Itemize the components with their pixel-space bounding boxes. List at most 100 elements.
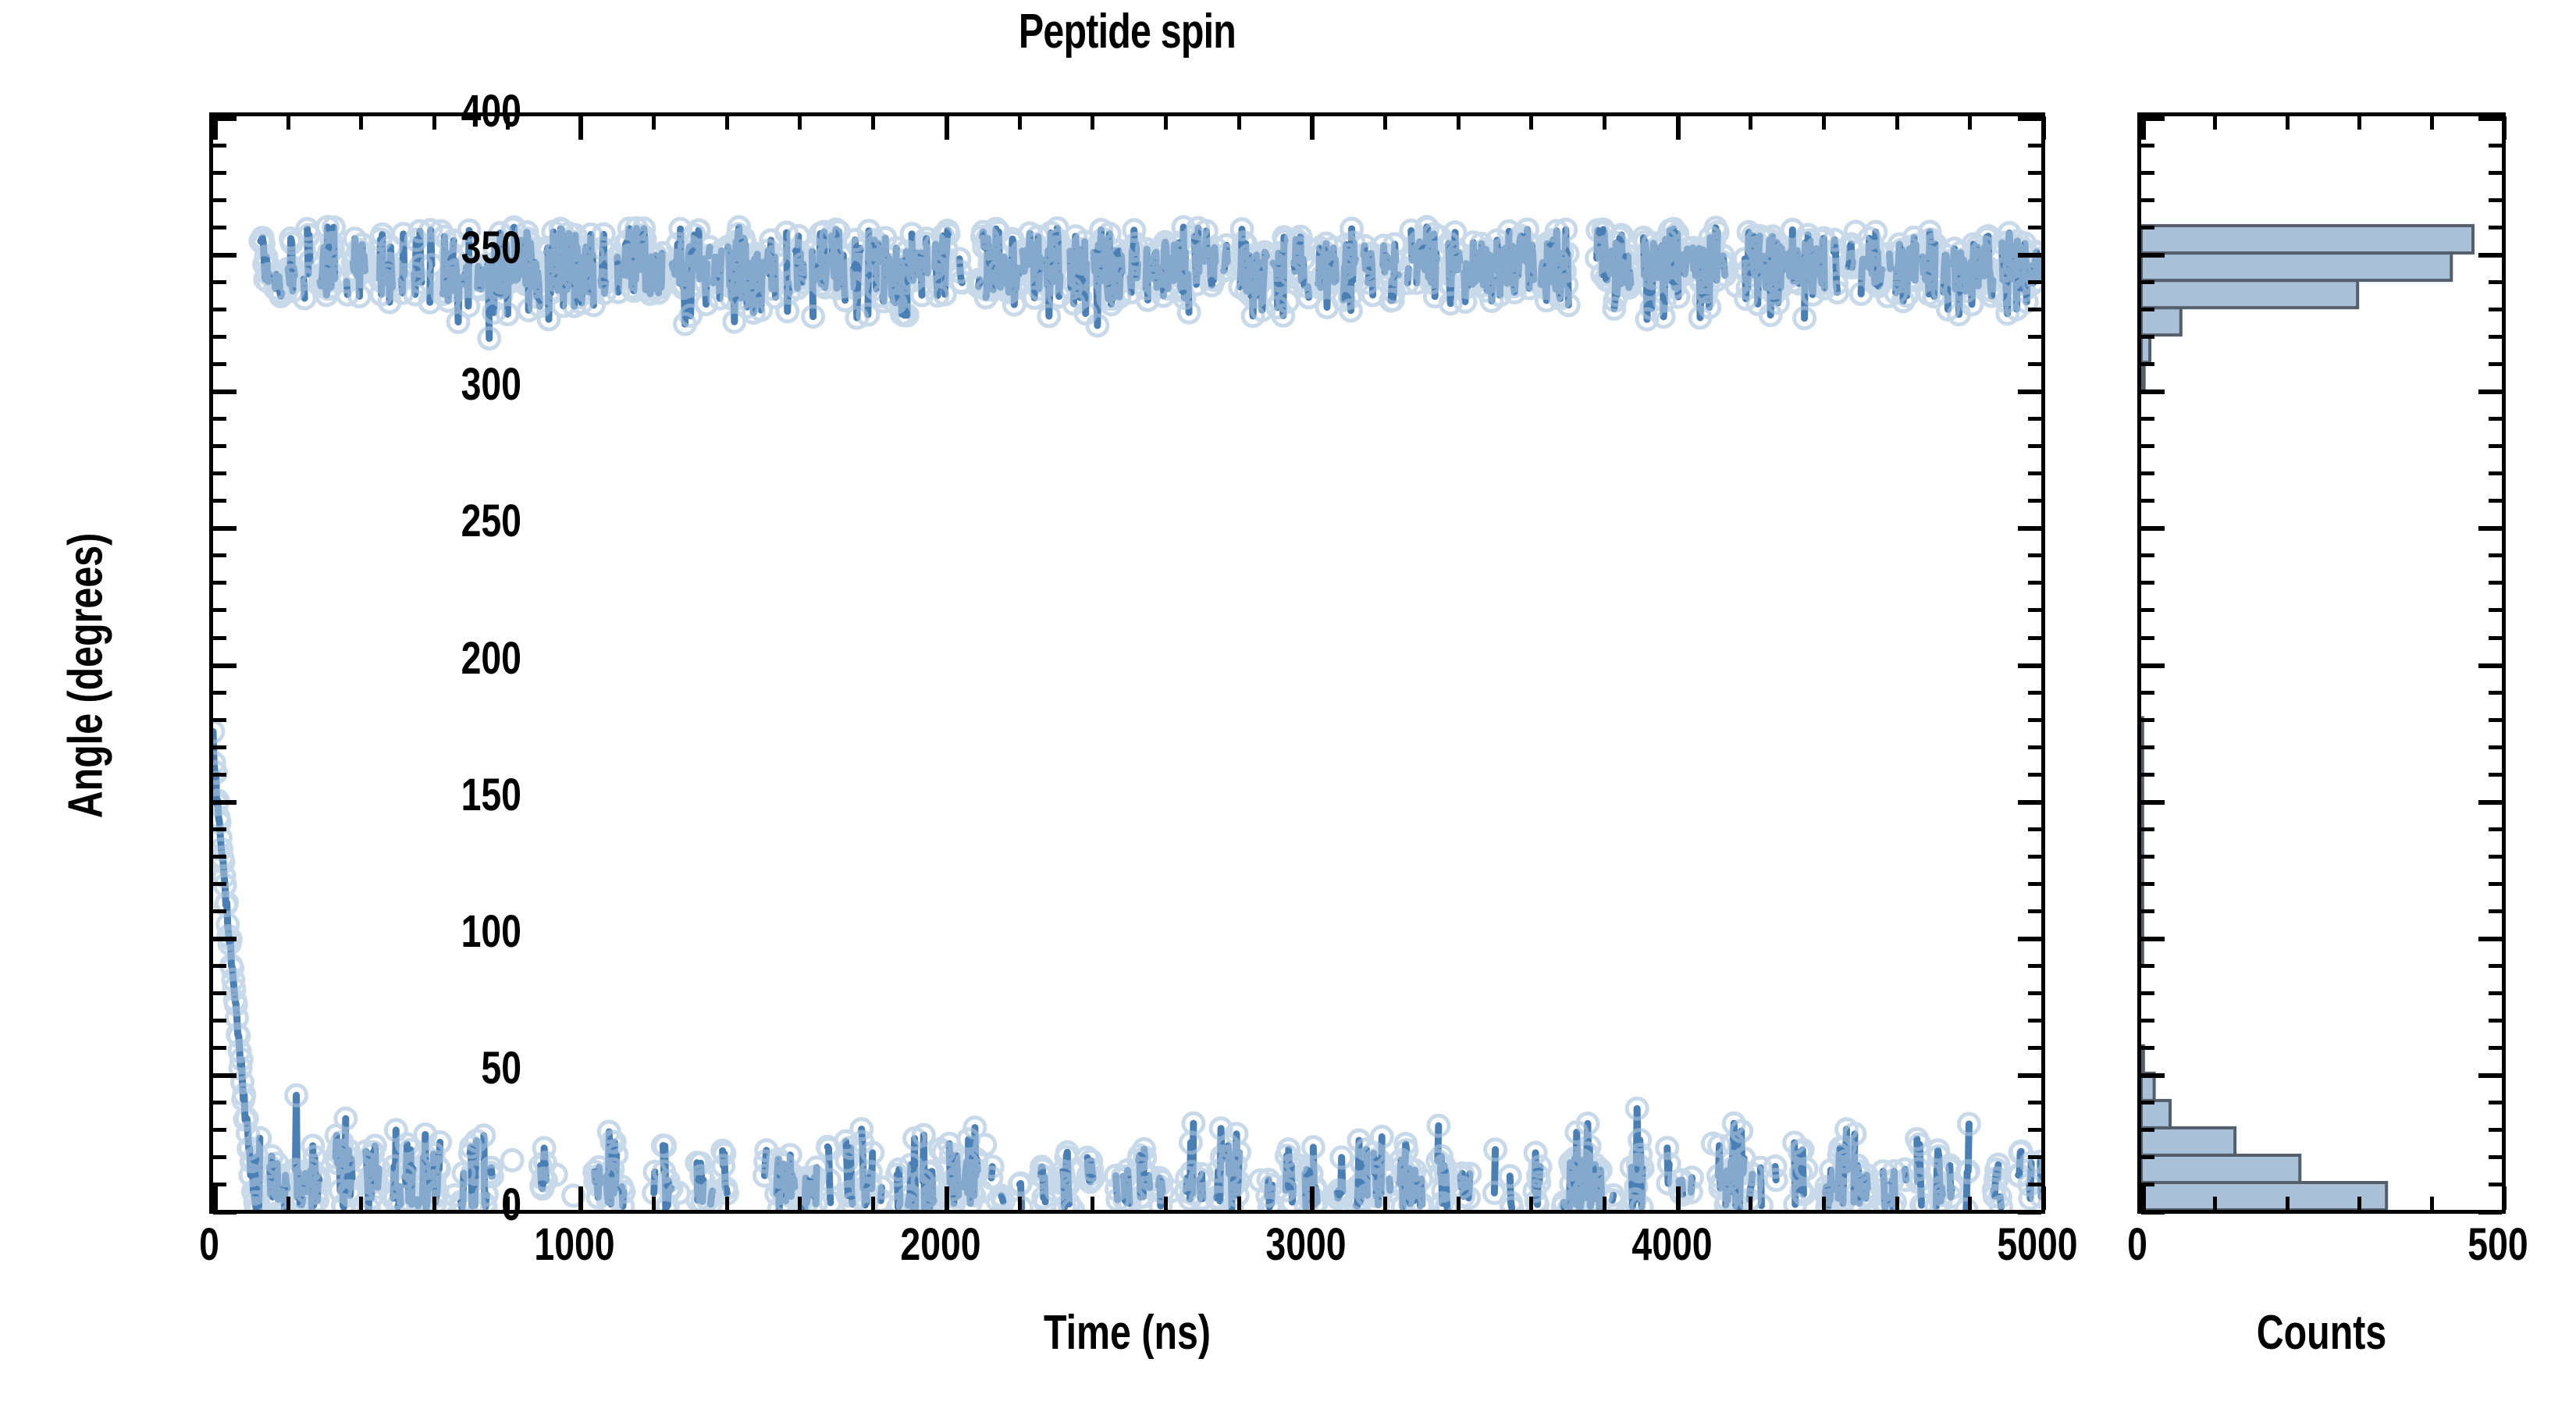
y-axis-label: Angle (degrees) <box>59 532 113 819</box>
hist-y-tick-right <box>2489 499 2502 503</box>
y-tick-left <box>213 471 226 476</box>
hist-y-tick-left <box>2141 1210 2165 1215</box>
hist-y-tick-left <box>2141 280 2154 285</box>
hist-y-tick-right <box>2489 881 2502 886</box>
y-tick-left <box>213 116 237 121</box>
x-tick-bottom <box>1529 1197 1534 1210</box>
hist-x-tick-top <box>2429 116 2434 130</box>
x-tick-top <box>724 116 729 130</box>
y-tick-left <box>213 171 226 175</box>
x-tick-label: 2000 <box>900 1219 981 1270</box>
hist-y-tick-left <box>2141 444 2154 449</box>
hist-y-tick-left <box>2141 335 2154 340</box>
y-tick-left <box>213 827 226 831</box>
hist-y-tick-left <box>2141 226 2154 230</box>
x-tick-label: 4000 <box>1631 1219 1713 1270</box>
y-tick-right <box>2028 581 2041 585</box>
hist-y-tick-left <box>2141 1018 2154 1023</box>
x-tick-bottom <box>1749 1197 1753 1210</box>
y-tick-right <box>2028 827 2041 831</box>
hist-y-tick-right <box>2489 335 2502 340</box>
x-tick-bottom <box>1822 1197 1826 1210</box>
hist-y-tick-right <box>2489 1018 2502 1023</box>
hist-x-tick-top <box>2357 116 2362 130</box>
y-tick-right <box>2028 881 2041 886</box>
y-tick-left <box>213 772 226 777</box>
y-tick-left <box>213 362 226 367</box>
y-tick-left <box>213 991 226 995</box>
x-tick-label: 0 <box>199 1219 219 1270</box>
y-tick-left <box>213 1045 226 1050</box>
hist-y-tick-right <box>2489 827 2502 831</box>
x-tick-bottom <box>1017 1197 1022 1210</box>
x-tick-top <box>798 116 802 130</box>
x-tick-top <box>1822 116 1826 130</box>
hist-x-tick-bottom <box>2429 1197 2434 1210</box>
hist-y-tick-left <box>2141 198 2154 203</box>
hist-y-tick-left <box>2141 690 2154 695</box>
y-tick-right <box>2018 253 2041 258</box>
hist-y-tick-right <box>2478 389 2502 395</box>
y-tick-label: 150 <box>461 769 521 820</box>
hist-y-tick-right <box>2489 144 2502 148</box>
x-tick-top <box>2041 116 2046 140</box>
y-tick-label: 50 <box>481 1042 521 1094</box>
y-tick-label: 400 <box>461 86 521 137</box>
hist-x-tick-bottom <box>2502 1186 2507 1210</box>
y-tick-left <box>213 280 226 285</box>
y-tick-left <box>213 881 226 886</box>
x-tick-bottom <box>1675 1186 1681 1210</box>
histogram-bar <box>2141 825 2144 856</box>
hist-y-tick-right <box>2478 936 2502 941</box>
hist-y-tick-right <box>2489 1183 2502 1186</box>
hist-y-tick-right <box>2489 171 2502 175</box>
hist-y-tick-left <box>2141 1045 2154 1050</box>
x-tick-bottom <box>652 1197 656 1210</box>
x-tick-top <box>1163 116 1168 130</box>
y-tick-right <box>2028 909 2041 913</box>
x-tick-bottom <box>1895 1197 1899 1210</box>
x-tick-label: 5000 <box>1997 1219 2078 1270</box>
y-tick-label: 300 <box>461 359 521 411</box>
hist-x-tick-bottom <box>2141 1186 2146 1210</box>
y-tick-right <box>2028 1183 2041 1186</box>
hist-y-tick-right <box>2489 745 2502 749</box>
hist-y-tick-left <box>2141 663 2165 668</box>
x-tick-top <box>1382 116 1387 130</box>
x-tick-bottom <box>2041 1186 2046 1210</box>
hist-y-tick-right <box>2489 963 2502 968</box>
y-tick-left <box>213 608 226 613</box>
hist-y-tick-right <box>2489 308 2502 312</box>
hist-y-tick-right <box>2478 253 2502 258</box>
histogram-x-tick-label: 0 <box>2127 1219 2147 1270</box>
hist-y-tick-left <box>2141 417 2154 422</box>
x-tick-bottom <box>1602 1197 1606 1210</box>
hist-y-tick-right <box>2489 991 2502 995</box>
hist-y-tick-right <box>2489 717 2502 722</box>
trajectory-marker-group <box>213 215 2041 1210</box>
y-tick-label: 250 <box>461 496 521 547</box>
hist-y-tick-left <box>2141 608 2154 613</box>
hist-y-tick-right <box>2489 581 2502 585</box>
x-tick-bottom <box>1163 1197 1168 1210</box>
hist-y-tick-left <box>2141 308 2154 312</box>
y-tick-right <box>2028 444 2041 449</box>
hist-x-tick-top <box>2502 116 2507 140</box>
x-tick-top <box>359 116 364 130</box>
hist-y-tick-right <box>2489 909 2502 913</box>
hist-y-tick-right <box>2489 635 2502 640</box>
hist-y-tick-left <box>2141 963 2154 968</box>
x-tick-top <box>1602 116 1606 130</box>
hist-y-tick-left <box>2141 1072 2165 1078</box>
main-plot-panel <box>209 112 2046 1215</box>
x-tick-bottom <box>724 1197 729 1210</box>
x-tick-top <box>1456 116 1461 130</box>
x-tick-top <box>1529 116 1534 130</box>
histogram-svg <box>2141 224 2475 1210</box>
histogram-bar <box>2141 306 2183 337</box>
y-tick-left <box>213 444 226 449</box>
histogram-bar <box>2141 743 2144 774</box>
hist-y-tick-left <box>2141 253 2165 258</box>
hist-y-tick-left <box>2141 526 2165 532</box>
hist-x-tick-top <box>2213 116 2218 130</box>
